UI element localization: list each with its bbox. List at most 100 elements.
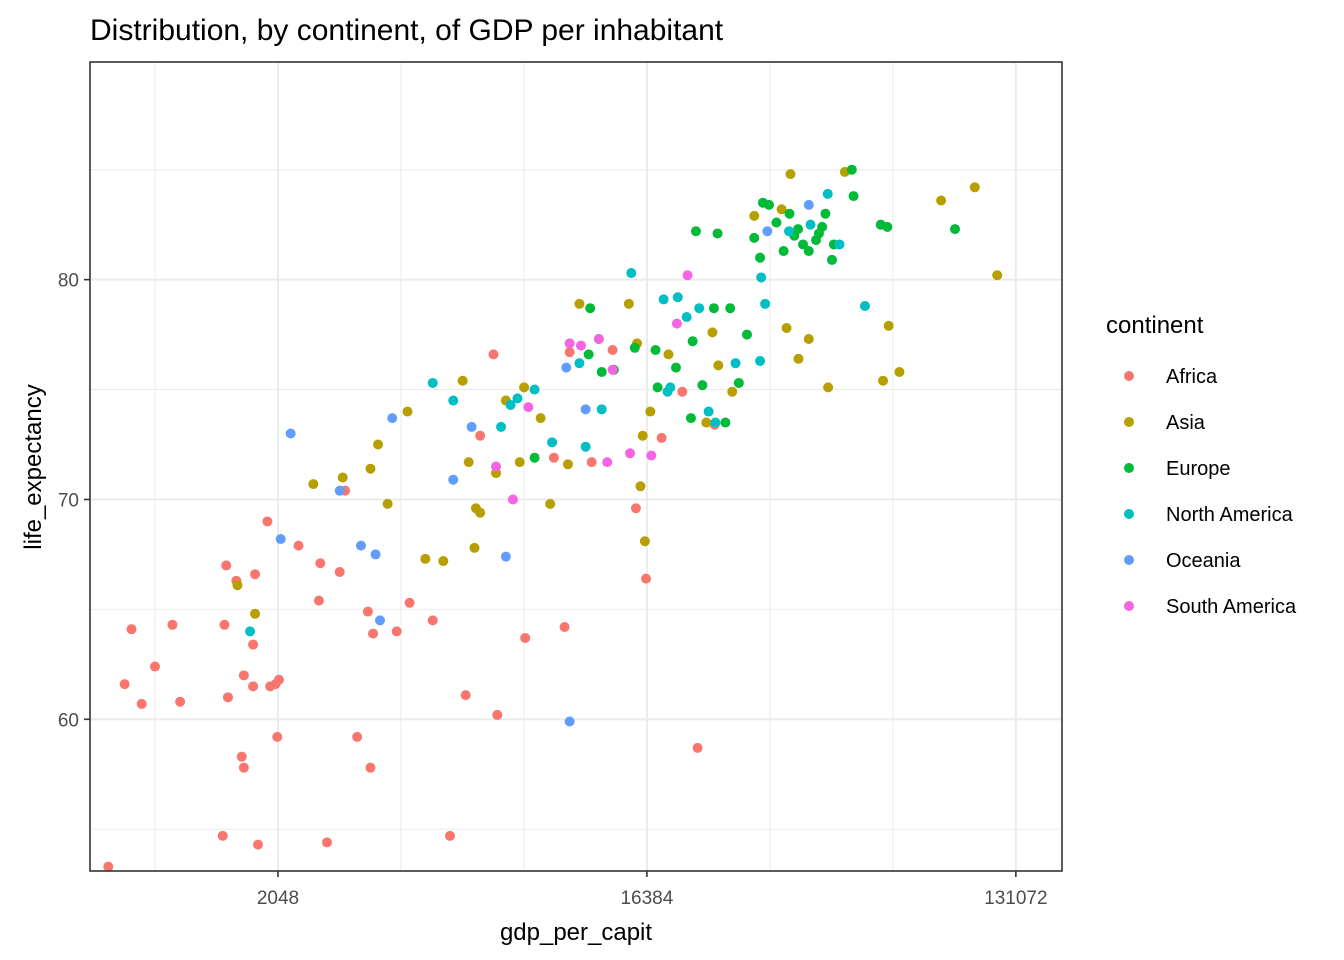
legend-key-icon [1124, 463, 1134, 473]
data-point-europe [846, 164, 857, 175]
data-point-oceania [285, 428, 296, 439]
data-point-africa [548, 452, 559, 463]
data-point-africa [273, 674, 284, 685]
data-point-oceania [375, 615, 386, 626]
data-point-africa [175, 696, 186, 707]
data-point-europe [949, 224, 960, 235]
data-point-north-america [448, 395, 459, 406]
legend-label: South America [1166, 596, 1297, 618]
data-point-africa [559, 621, 570, 632]
data-point-north-america [596, 404, 607, 415]
x-axis: 2048 16384 131072 [257, 871, 1048, 909]
data-point-europe [741, 329, 752, 340]
data-point-africa [564, 347, 575, 358]
chart-title: Distribution, by continent, of GDP per i… [90, 14, 724, 47]
data-point-africa [444, 830, 455, 841]
data-point-asia [639, 536, 650, 547]
x-tick-label: 131072 [984, 888, 1047, 909]
data-point-africa [167, 619, 178, 630]
panel-border [89, 61, 1063, 872]
data-point-africa [252, 839, 263, 850]
data-point-africa [427, 615, 438, 626]
data-point-asia [574, 298, 585, 309]
data-point-africa [238, 762, 249, 773]
data-point-africa [272, 731, 283, 742]
data-point-oceania [387, 413, 398, 424]
data-point-africa [262, 516, 273, 527]
data-point-asia [645, 406, 656, 417]
data-point-north-america [574, 358, 585, 369]
data-point-europe [529, 452, 540, 463]
data-point-north-america [245, 626, 256, 637]
data-point-asia [232, 580, 243, 591]
data-point-europe [725, 303, 736, 314]
data-point-asia [936, 195, 947, 206]
plot-panel [89, 61, 1063, 872]
data-point-africa [250, 569, 261, 580]
data-point-asia [701, 417, 712, 428]
data-point-north-america [580, 441, 591, 452]
data-point-north-america [665, 382, 676, 393]
data-point-asia [382, 498, 393, 509]
data-point-asia [373, 439, 384, 450]
data-points [103, 164, 1003, 872]
x-tick-label: 2048 [257, 888, 299, 909]
y-axis: 60 70 80 [58, 271, 90, 731]
data-point-asia [637, 430, 648, 441]
data-point-africa [365, 762, 376, 773]
data-point-north-america [512, 393, 523, 404]
data-point-europe [817, 221, 828, 232]
data-point-south-america [602, 457, 613, 468]
data-point-africa [488, 349, 499, 360]
legend-key-icon [1124, 601, 1134, 611]
data-point-asia [785, 169, 796, 180]
data-point-oceania [564, 716, 575, 727]
data-point-asia [992, 270, 1003, 281]
data-point-europe [778, 246, 789, 257]
data-point-south-america [671, 318, 682, 329]
data-point-europe [720, 417, 731, 428]
data-point-oceania [500, 551, 511, 562]
legend-item-north-america: North America [1124, 504, 1294, 526]
data-point-asia [562, 459, 573, 470]
data-point-africa [677, 386, 688, 397]
data-point-africa [126, 624, 137, 635]
data-point-north-america [681, 312, 692, 323]
data-point-south-america [523, 402, 534, 413]
data-point-europe [771, 217, 782, 228]
data-point-north-america [529, 384, 540, 395]
data-point-asia [365, 463, 376, 474]
data-point-north-america [755, 355, 766, 366]
legend-item-asia: Asia [1124, 412, 1206, 434]
data-point-asia [457, 375, 468, 386]
data-point-asia [727, 386, 738, 397]
legend-key-icon [1124, 371, 1134, 381]
data-point-africa [492, 709, 503, 720]
data-point-oceania [762, 226, 773, 237]
data-point-asia [308, 479, 319, 490]
data-point-asia [535, 413, 546, 424]
data-point-europe [585, 303, 596, 314]
data-point-europe [882, 221, 893, 232]
data-point-asia [337, 472, 348, 483]
data-point-asia [475, 507, 486, 518]
data-point-africa [248, 639, 259, 650]
data-point-europe [596, 366, 607, 377]
data-point-africa [352, 731, 363, 742]
data-point-europe [712, 228, 723, 239]
panel-background [90, 62, 1062, 871]
legend-label: Africa [1166, 366, 1218, 388]
data-point-africa [475, 430, 486, 441]
data-point-asia [623, 298, 634, 309]
data-point-africa [313, 595, 324, 606]
legend: continent Africa Asia Europe North America O… [1106, 312, 1297, 618]
data-point-south-america [646, 450, 657, 461]
data-point-africa [656, 432, 667, 443]
data-point-africa [103, 861, 114, 872]
data-point-africa [630, 503, 641, 514]
data-point-north-america [427, 377, 438, 388]
data-point-asia [438, 556, 449, 567]
data-point-north-america [658, 294, 669, 305]
data-point-africa [391, 626, 402, 637]
data-point-north-america [805, 219, 816, 230]
